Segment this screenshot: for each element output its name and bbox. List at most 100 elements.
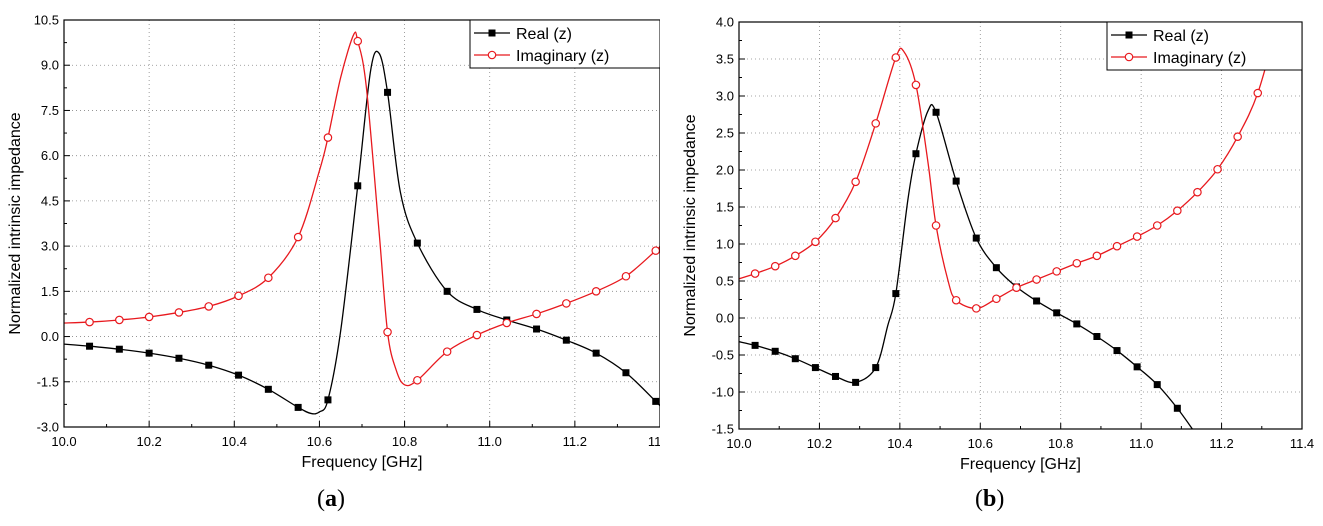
data-point-real <box>992 264 1000 272</box>
series-line-0 <box>739 103 1194 429</box>
data-point-imaginary <box>383 327 392 337</box>
data-point-imaginary <box>951 295 961 305</box>
data-point-real <box>972 234 980 242</box>
data-point-real <box>1093 333 1101 340</box>
data-point-imaginary <box>115 315 124 325</box>
data-point-imaginary <box>1072 258 1082 268</box>
data-point-imaginary <box>1253 88 1263 98</box>
data-point-imaginary <box>1173 206 1182 216</box>
data-point-imaginary <box>413 375 422 385</box>
data-point-imaginary <box>971 304 981 313</box>
y-tick-label: 7.5 <box>41 103 59 118</box>
y-tick-label: 0.0 <box>41 329 59 344</box>
data-point-imaginary <box>1032 275 1041 284</box>
x-tick-label: 11.4 <box>1290 436 1314 451</box>
x-tick-label: 10.4 <box>222 434 247 449</box>
data-point-imaginary <box>502 318 512 328</box>
panel-label-a-text: a <box>325 486 337 512</box>
data-point-imaginary <box>891 53 901 62</box>
data-point-real <box>443 287 451 295</box>
y-tick-label: 4.0 <box>716 15 734 30</box>
data-point-real <box>86 342 94 350</box>
y-tick-label: -1.5 <box>37 374 59 389</box>
chart-a: 10.0 10.2 10.4 10.6 10.8 11.0 11.2 11.4 -3.0 -1.5… <box>7 13 660 471</box>
plot-frame <box>738 21 1303 430</box>
data-point-imaginary <box>532 309 541 319</box>
data-point-real <box>652 397 660 405</box>
data-point-imaginary <box>234 291 243 301</box>
y-tick-label: 6.0 <box>41 148 59 163</box>
data-point-real <box>354 182 362 190</box>
x-tick-label: 10.4 <box>887 436 912 451</box>
y-axis-label: Normalized intrinsic impedance <box>7 112 24 334</box>
data-point-imaginary <box>1132 232 1142 241</box>
data-point-real <box>1113 347 1121 355</box>
y-tick-label: 3.0 <box>41 239 59 254</box>
chart-b: 10.0 10.2 10.4 10.6 10.8 11.0 11.2 11.4 -1.5 -1.0… <box>682 15 1314 474</box>
data-point-imaginary <box>651 246 660 255</box>
legend-box <box>1106 21 1303 71</box>
panel-label-b: (b) <box>975 486 1005 512</box>
x-tick-label: 11.2 <box>563 434 587 449</box>
data-point-imaginary <box>851 177 860 187</box>
data-point-imaginary <box>831 213 840 223</box>
y-axis-label: Normalized intrinsic impedance <box>682 114 699 336</box>
plot-area <box>739 22 1283 429</box>
x-tick-label: 10.8 <box>1048 436 1073 451</box>
legend: Real (z) Imaginary (z) <box>1106 21 1303 71</box>
data-point-real <box>912 150 920 158</box>
data-point-imaginary <box>264 273 273 283</box>
data-point-real <box>1133 363 1141 371</box>
x-tick-label: 11.0 <box>478 434 502 449</box>
grid-lines <box>64 20 660 427</box>
data-point-real <box>1153 381 1161 389</box>
legend-marker-0 <box>1125 31 1133 39</box>
data-point-real <box>811 364 819 372</box>
data-point-imaginary <box>591 287 601 296</box>
legend-marker-1 <box>1124 52 1134 62</box>
data-point-real <box>562 336 570 344</box>
data-point-imaginary <box>1092 251 1102 261</box>
grid-lines <box>739 22 1302 429</box>
x-tick-label: 10.6 <box>968 436 993 451</box>
y-tick-label: 1.0 <box>716 237 734 252</box>
legend-label-1: Imaginary (z) <box>516 48 609 65</box>
data-point-imaginary <box>992 294 1001 304</box>
y-tick-label: 1.5 <box>716 200 734 215</box>
data-point-imaginary <box>770 261 780 271</box>
data-point-imaginary <box>871 119 881 128</box>
data-point-real <box>852 378 860 386</box>
data-point-imaginary <box>931 221 941 230</box>
x-tick-label: 11.0 <box>1129 436 1153 451</box>
data-point-imaginary <box>353 36 363 46</box>
data-point-real <box>872 364 880 372</box>
data-point-real <box>791 355 799 363</box>
data-point-imaginary <box>293 232 303 242</box>
data-point-imaginary <box>791 251 800 261</box>
data-point-imaginary <box>472 330 482 340</box>
plot-frame <box>63 19 660 428</box>
legend: Real (z) Imaginary (z) <box>469 19 660 69</box>
legend-label-0: Real (z) <box>1153 28 1209 45</box>
legend-marker-0 <box>488 29 496 37</box>
data-point-imaginary <box>174 308 184 317</box>
data-point-real <box>1173 404 1181 412</box>
data-point-real <box>932 108 940 116</box>
y-tick-label: -1.0 <box>712 385 734 400</box>
y-tick-label: 2.5 <box>716 126 734 141</box>
y-tick-label: 2.0 <box>716 163 734 178</box>
data-point-real <box>115 345 123 353</box>
data-point-imaginary <box>85 317 94 327</box>
data-point-imaginary <box>144 312 154 322</box>
data-point-real <box>145 349 153 357</box>
data-point-real <box>751 341 759 349</box>
y-tick-label: 10.5 <box>34 13 59 28</box>
data-point-imaginary <box>1233 132 1242 142</box>
x-tick-label: 10.6 <box>307 434 332 449</box>
data-point-imaginary <box>204 302 214 311</box>
plot-area <box>64 31 660 415</box>
data-point-real <box>205 361 213 369</box>
panel-label-a: (a) <box>317 486 345 512</box>
y-tick-label: 0.0 <box>716 311 734 326</box>
data-point-real <box>832 372 840 380</box>
